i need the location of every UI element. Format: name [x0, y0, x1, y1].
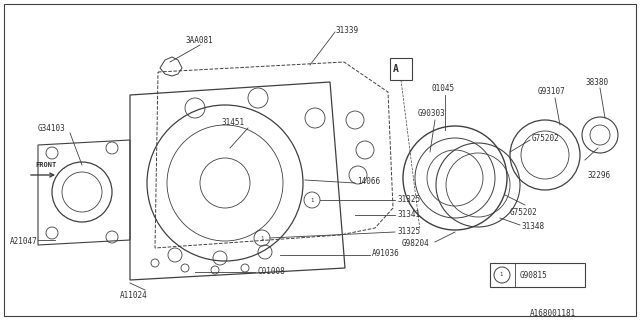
Text: A: A [393, 64, 399, 74]
Text: 1: 1 [260, 236, 264, 241]
Text: FRONT: FRONT [35, 162, 56, 168]
Text: 38380: 38380 [585, 77, 608, 86]
Text: 31339: 31339 [336, 26, 359, 35]
Text: G75202: G75202 [510, 207, 538, 217]
Text: G90815: G90815 [520, 270, 548, 279]
Text: A21047: A21047 [10, 236, 38, 245]
Text: A11024: A11024 [120, 292, 148, 300]
Text: G34103: G34103 [38, 124, 66, 132]
Text: A168001181: A168001181 [530, 308, 576, 317]
Text: G75202: G75202 [532, 133, 560, 142]
Text: 01045: 01045 [432, 84, 455, 92]
Text: 14066: 14066 [357, 177, 380, 186]
Text: 1: 1 [310, 197, 314, 203]
Bar [490, 263, 585, 287]
Text: 31325: 31325 [397, 195, 420, 204]
Text: C01008: C01008 [257, 267, 285, 276]
Bar [390, 58, 412, 80]
Text: 31341: 31341 [397, 210, 420, 219]
Text: G98204: G98204 [402, 238, 429, 247]
Text: 32296: 32296 [587, 171, 610, 180]
Text: 3AA081: 3AA081 [185, 36, 212, 44]
Text: G90303: G90303 [418, 108, 445, 117]
Text: 31451: 31451 [222, 117, 245, 126]
Text: 31325: 31325 [397, 227, 420, 236]
Text: 1: 1 [499, 273, 502, 277]
Text: 31348: 31348 [522, 221, 545, 230]
Text: A91036: A91036 [372, 250, 400, 259]
Text: G93107: G93107 [538, 86, 566, 95]
